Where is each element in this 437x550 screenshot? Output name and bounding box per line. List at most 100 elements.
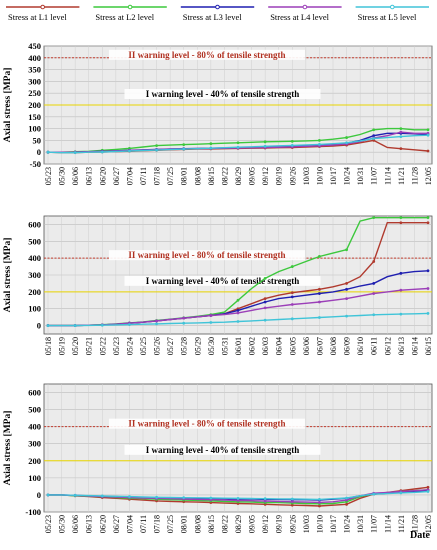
data-point xyxy=(263,499,267,503)
data-point xyxy=(209,142,213,146)
data-point xyxy=(399,491,403,495)
data-point xyxy=(73,151,77,155)
y-axis-label: Axial stress [MPa] xyxy=(3,238,13,313)
data-point xyxy=(236,309,240,312)
data-point xyxy=(236,320,240,323)
data-point xyxy=(209,496,213,500)
data-point xyxy=(263,497,267,501)
data-point xyxy=(155,319,158,323)
x-tick-label: 06/13 xyxy=(85,167,94,185)
x-tick-label: 06/13 xyxy=(397,337,406,355)
x-tick-label: 06/06 xyxy=(302,337,311,355)
data-point xyxy=(263,318,267,322)
x-tick-label: 05/30 xyxy=(58,167,67,185)
x-tick-label: 10/10 xyxy=(315,515,324,533)
annotation-label: II warning level - 80% of tensile streng… xyxy=(128,419,285,429)
data-point xyxy=(236,145,240,149)
y-tick-label: 100 xyxy=(28,124,41,134)
data-point xyxy=(263,300,267,304)
x-tick-label: 11/28 xyxy=(410,167,419,185)
data-point xyxy=(426,490,430,493)
data-point xyxy=(263,306,267,310)
x-tick-label: 05/22 xyxy=(98,337,107,355)
y-tick-label: 400 xyxy=(28,422,41,432)
data-point xyxy=(318,255,321,258)
data-point xyxy=(399,312,403,316)
data-point xyxy=(236,141,240,145)
data-point xyxy=(399,216,403,220)
y-tick-label: 200 xyxy=(28,287,41,297)
y-tick-label: 300 xyxy=(28,76,41,86)
x-tick-label: 08/15 xyxy=(207,167,216,185)
y-tick-label: 600 xyxy=(28,219,41,229)
x-tick-label: 10/31 xyxy=(356,515,365,533)
data-point xyxy=(100,150,104,154)
y-tick-label: 600 xyxy=(28,388,41,398)
data-point xyxy=(73,493,77,497)
data-point xyxy=(345,287,348,291)
data-point xyxy=(46,150,50,154)
data-point xyxy=(263,140,267,144)
data-point xyxy=(46,493,50,497)
data-point xyxy=(399,147,403,151)
annotation-bg xyxy=(108,250,305,261)
x-tick-label: 07/11 xyxy=(139,167,148,185)
y-tick-label: -100 xyxy=(25,507,41,517)
legend-item: Stress at L2 level xyxy=(93,4,167,22)
annotation-label: II warning level - 80% of tensile streng… xyxy=(128,50,285,60)
data-point xyxy=(128,323,131,326)
legend-label: Stress at L2 level xyxy=(95,12,154,22)
chart-panel-2: 0 100 200 300 400 500 600 05/18 05/19 05/20 05/21 0… xyxy=(3,215,433,355)
x-tick-label: 05/27 xyxy=(166,337,175,355)
x-tick-label: 07/04 xyxy=(125,515,134,533)
y-tick-label: -50 xyxy=(30,159,41,169)
data-point xyxy=(318,292,321,295)
x-tick-label: 06/11 xyxy=(370,337,379,355)
x-tick-label: 08/01 xyxy=(180,515,189,533)
x-tick-label: 11/21 xyxy=(397,515,406,533)
data-point xyxy=(209,314,213,317)
data-point xyxy=(426,149,430,153)
data-point xyxy=(372,260,376,263)
data-point xyxy=(100,494,104,498)
legend-item: Stress at L3 level xyxy=(180,4,255,22)
x-tick-label: 11/21 xyxy=(397,167,406,185)
x-tick-label: 06/04 xyxy=(275,337,284,355)
data-point xyxy=(236,498,240,502)
y-tick-label: 300 xyxy=(28,439,41,449)
data-point xyxy=(318,143,321,146)
data-point xyxy=(372,292,376,295)
x-tick-label: 10/17 xyxy=(329,167,338,185)
data-point xyxy=(426,312,430,315)
x-tick-label: 08/29 xyxy=(234,515,243,533)
x-tick-label: 12/05 xyxy=(424,515,433,533)
x-tick-label: 10/17 xyxy=(329,515,338,533)
data-point xyxy=(236,311,240,315)
chart-legend: Stress at L1 level Stress at L2 level Stre… xyxy=(6,4,429,22)
y-tick-label: 0 xyxy=(37,321,41,331)
data-point xyxy=(345,141,348,145)
x-tick-label: 11/28 xyxy=(410,515,419,533)
annotation-bg xyxy=(124,275,321,286)
x-tick-label: 06/27 xyxy=(112,167,121,185)
data-point xyxy=(155,144,158,147)
legend-marker xyxy=(127,4,133,10)
legend-marker xyxy=(215,4,220,10)
annotation-bg xyxy=(108,418,305,429)
x-tick-label: 10/10 xyxy=(315,167,324,185)
data-point xyxy=(182,316,186,320)
data-point xyxy=(426,269,430,273)
x-tick-label: 12/05 xyxy=(424,167,433,185)
x-tick-label: 05/30 xyxy=(207,337,216,355)
x-tick-label: 07/18 xyxy=(153,167,162,185)
data-point xyxy=(426,221,430,225)
data-point xyxy=(209,321,213,324)
y-tick-label: 450 xyxy=(28,42,41,51)
annotation-label: I warning level - 40% of tensile strengt… xyxy=(146,276,300,286)
data-point xyxy=(128,149,131,153)
x-tick-label: 07/18 xyxy=(153,515,162,533)
x-tick-label: 05/28 xyxy=(180,337,189,355)
x-tick-label: 11/14 xyxy=(383,167,392,185)
x-tick-label: 06/08 xyxy=(329,337,338,355)
data-point xyxy=(372,128,376,132)
